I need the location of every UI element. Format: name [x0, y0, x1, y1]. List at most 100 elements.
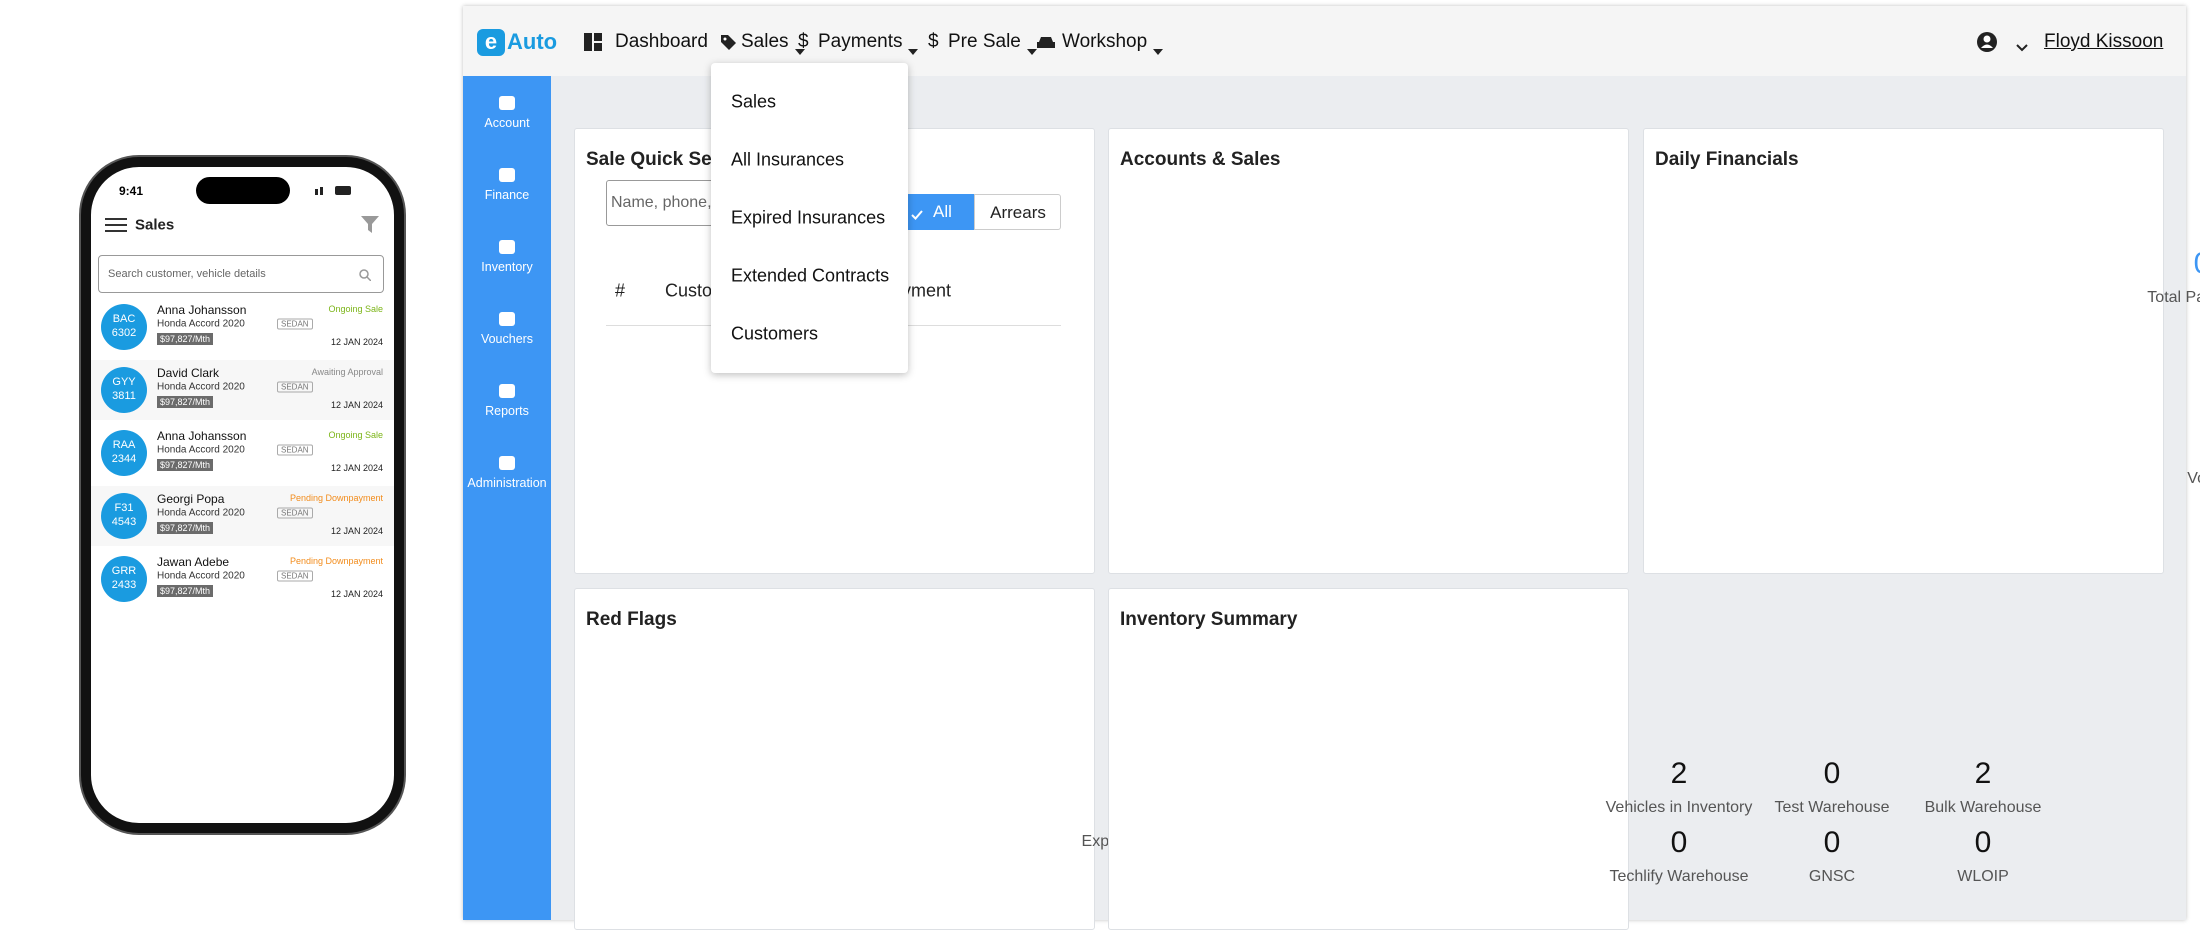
- date: 12 JAN 2024: [330, 463, 383, 473]
- car-icon: [1037, 36, 1055, 50]
- stat-label: Total Payments: [2147, 289, 2200, 306]
- phone-time: 9:41: [118, 184, 144, 198]
- top-nav: e Auto Dashboard Sales $ Payments $ Pre Sale Wor…: [463, 6, 2186, 76]
- vehicle-type: SEDAN: [277, 444, 313, 456]
- date: 12 JAN 2024: [330, 526, 383, 536]
- search-icon: [359, 268, 372, 282]
- list-item[interactable]: F31 4543 Georgi Popa Honda Accord 2020 SEDAN…: [91, 486, 394, 546]
- filter-icon: [361, 216, 379, 234]
- dropdown-item[interactable]: All Insurances: [731, 149, 845, 170]
- status: Awaiting Approval: [311, 367, 383, 377]
- sidebar-icon-svg: [499, 312, 515, 326]
- status-icons: [315, 184, 355, 196]
- user-icon-svg: [1977, 32, 1997, 52]
- card: Accounts & Sales145Total Sales42Total Ac…: [1108, 128, 2015, 574]
- badge-line: 2433: [111, 579, 137, 591]
- customer-name: David Clark: [157, 366, 220, 380]
- sidebar-icon: [497, 238, 517, 256]
- vehicle: Honda Accord 2020: [157, 381, 245, 393]
- vehicle: Honda Accord 2020: [157, 444, 245, 456]
- logo: Auto: [507, 29, 558, 54]
- filter-label: All: [933, 202, 952, 221]
- stat-label: Vehicles in Inventory: [1605, 799, 1753, 816]
- dropdown-item[interactable]: Expired Insurances: [731, 207, 886, 228]
- nav-item[interactable]: Payments: [818, 31, 919, 55]
- stat-value: 0: [1823, 826, 1841, 859]
- vehicle-type: SEDAN: [277, 507, 313, 519]
- badge-line: RAA: [112, 439, 136, 451]
- caret-svg: [794, 49, 805, 55]
- price: $97,827/Mth: [157, 333, 214, 345]
- sidebar-icon: [497, 454, 517, 472]
- badge: [101, 304, 147, 350]
- user-name[interactable]: Floyd Kissoon: [2044, 31, 2164, 52]
- search-placeholder: Search customer, vehicle details: [108, 268, 266, 280]
- list-item[interactable]: BAC 6302 Anna Johansson Honda Accord 2020 SE…: [91, 297, 394, 357]
- stat-value: 2: [1974, 757, 1992, 790]
- card-title: Accounts & Sales: [1120, 149, 1281, 170]
- filter-all[interactable]: All: [899, 194, 974, 230]
- badge-line: F31: [114, 502, 134, 514]
- dropdown-item[interactable]: Customers: [731, 323, 819, 344]
- vehicle-type: SEDAN: [277, 381, 313, 393]
- filter-arrears[interactable]: Arrears: [974, 194, 1061, 230]
- list-item[interactable]: RAA 2344 Anna Johansson Honda Accord 2020 SE…: [91, 423, 394, 483]
- caret: [794, 39, 805, 55]
- stat-label: Vouchers Amount: [2187, 470, 2200, 487]
- badge-line: BAC: [112, 313, 136, 325]
- status: Ongoing Sale: [328, 430, 383, 440]
- list-item[interactable]: GRR 2433 Jawan Adebe Honda Accord 2020 SEDAN…: [91, 549, 394, 609]
- date: 12 JAN 2024: [330, 589, 383, 599]
- sidebar-icon: [497, 166, 517, 184]
- logo-badge: [477, 29, 505, 56]
- customer-name: Anna Johansson: [157, 303, 247, 317]
- sidebar-item[interactable]: Reports: [485, 404, 529, 418]
- dropdown-item[interactable]: Extended Contracts: [731, 265, 890, 286]
- badge: [101, 556, 147, 602]
- stat-value: 0: [2194, 247, 2200, 281]
- stat-value: 0: [1974, 826, 1992, 859]
- dropdown-item[interactable]: Sales: [731, 91, 777, 112]
- card: Red Flags123Expired Insurances0Expired P…: [574, 588, 1513, 930]
- sidebar-icon: [497, 382, 517, 400]
- phone: 9:41 Sales Search customer, vehicle detail…: [81, 157, 404, 833]
- card-title: Daily Financials: [1655, 149, 1799, 170]
- nav-item[interactable]: Workshop: [1062, 31, 1164, 55]
- stat-label: Test Warehouse: [1774, 799, 1890, 816]
- sidebar-item[interactable]: Inventory: [481, 260, 533, 274]
- stat-label: GNSC: [1808, 868, 1856, 885]
- stat-value: 2: [1670, 757, 1688, 790]
- stat-value: 0: [1670, 826, 1688, 859]
- sidebar-item[interactable]: Administration: [467, 476, 547, 490]
- card: Inventory Summary 2 Vehicles in Inventory 0…: [1108, 588, 2041, 930]
- card-title: Inventory Summary: [1120, 609, 1298, 630]
- list-item[interactable]: GYY 3811 David Clark Honda Accord 2020 SEDAN…: [91, 360, 394, 420]
- caret: [1153, 39, 1164, 55]
- sidebar-item[interactable]: Finance: [484, 188, 530, 202]
- vehicle: Honda Accord 2020: [157, 318, 245, 330]
- sidebar-icon: [497, 94, 517, 112]
- filter-icon-svg: [361, 216, 379, 233]
- vehicle-type: SEDAN: [277, 570, 313, 582]
- nav-item[interactable]: Pre Sale: [948, 31, 1037, 55]
- card-title: Sale Quick Search: [586, 149, 752, 170]
- nav-item[interactable]: Dashboard: [615, 31, 708, 52]
- check: [911, 207, 923, 220]
- search-box[interactable]: Search customer, vehicle details: [98, 255, 384, 293]
- chevron: [2016, 39, 2028, 52]
- card-title: Red Flags: [586, 609, 677, 630]
- dynamic-island: [196, 177, 290, 204]
- car-icon-svg: [1037, 37, 1055, 48]
- stat-value: 0: [1823, 757, 1841, 790]
- nav-item[interactable]: Sales: [741, 31, 805, 55]
- customer-name: Anna Johansson: [157, 429, 247, 443]
- status-icons-svg: [315, 186, 351, 195]
- nav-icon: $: [798, 31, 809, 52]
- user-icon: [1977, 32, 1997, 52]
- sidebar-item[interactable]: Vouchers: [480, 332, 534, 346]
- badge-line: GRR: [111, 565, 137, 577]
- menu-icon-svg: [105, 218, 127, 232]
- sidebar-item[interactable]: Account: [484, 116, 530, 130]
- caret: [908, 39, 919, 55]
